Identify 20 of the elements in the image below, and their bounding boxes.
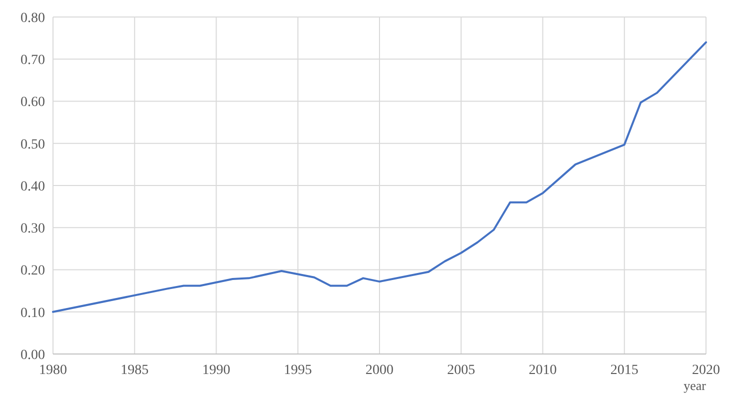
x-tick-label: 1985 [120, 363, 149, 378]
y-tick-label: 0.40 [20, 179, 45, 194]
y-tick-label: 0.10 [20, 306, 45, 321]
x-tick-label: 2005 [447, 363, 476, 378]
y-tick-label: 0.30 [20, 222, 45, 237]
x-tick-label: 2015 [610, 363, 638, 378]
x-tick-label: 1995 [284, 363, 312, 378]
x-tick-label: 1980 [39, 363, 67, 378]
y-tick-label: 0.70 [20, 53, 45, 68]
x-tick-label: 1990 [202, 363, 230, 378]
y-tick-label: 0.80 [20, 10, 45, 26]
line-series [52, 41, 707, 313]
x-tick-label: 2010 [528, 363, 557, 378]
y-tick-label: 0.20 [20, 264, 45, 279]
x-tick-label: 2000 [366, 363, 394, 378]
y-tick-label: 0.50 [20, 137, 45, 152]
y-tick-label: 0.00 [20, 348, 45, 363]
x-tick-label: 2020 [692, 363, 720, 378]
y-tick-label: 0.60 [20, 95, 45, 110]
x-axis-title: year [684, 378, 707, 393]
